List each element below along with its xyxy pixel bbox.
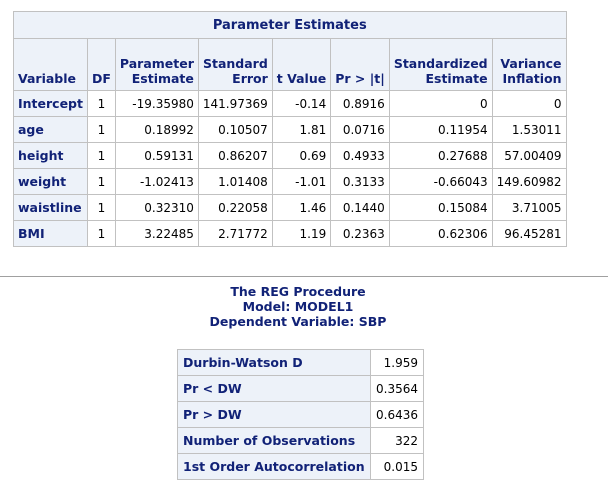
row-variable-label: age [13, 116, 88, 143]
cell-stderr: 141.97369 [197, 90, 273, 117]
cell-t-value: 1.19 [271, 220, 332, 247]
cell-t-value: 0.69 [271, 142, 332, 169]
cell-df: 1 [86, 116, 116, 143]
row-variable-label: height [13, 142, 88, 169]
cell-p-value: 0.3133 [330, 168, 390, 195]
cell-df: 1 [86, 90, 116, 117]
dw-value: 0.6436 [370, 401, 424, 428]
model-label: Model: MODEL1 [242, 299, 354, 314]
cell-vif: 3.71005 [491, 194, 567, 221]
cell-t-value: -0.14 [271, 90, 332, 117]
col-header-standardized-estimate: Standardized Estimate [388, 38, 493, 91]
procedure-title: The REG Procedure [230, 284, 366, 299]
procedure-title-block: The REG Procedure Model: MODEL1 Dependen… [0, 284, 596, 329]
parameter-estimates-table: Parameter Estimates Variable DF Paramete… [13, 11, 567, 247]
cell-df: 1 [86, 220, 116, 247]
cell-df: 1 [86, 194, 116, 221]
cell-stderr: 2.71772 [197, 220, 273, 247]
cell-df: 1 [86, 142, 116, 169]
cell-vif: 149.60982 [491, 168, 567, 195]
cell-t-value: 1.81 [271, 116, 332, 143]
durbin-watson-table: Durbin-Watson D 1.959 Pr < DW 0.3564 Pr … [177, 349, 424, 480]
dw-label: Pr > DW [177, 401, 371, 428]
cell-estimate: -19.35980 [114, 90, 199, 117]
dw-value: 322 [370, 427, 424, 454]
table-row: Durbin-Watson D 1.959 [177, 349, 424, 376]
row-variable-label: weight [13, 168, 88, 195]
row-variable-label: Intercept [13, 90, 88, 117]
table-row: weight 1 -1.02413 1.01408 -1.01 0.3133 -… [13, 168, 567, 195]
cell-t-value: 1.46 [271, 194, 332, 221]
cell-estimate: 3.22485 [114, 220, 199, 247]
dw-label: Pr < DW [177, 375, 371, 402]
cell-vif: 1.53011 [491, 116, 567, 143]
cell-p-value: 0.2363 [330, 220, 390, 247]
table-row: Pr > DW 0.6436 [177, 401, 424, 428]
col-header-standard-error: Standard Error [197, 38, 273, 91]
dw-value: 0.3564 [370, 375, 424, 402]
cell-p-value: 0.8916 [330, 90, 390, 117]
section-divider [0, 276, 608, 277]
cell-std-estimate: 0.15084 [388, 194, 493, 221]
cell-vif: 57.00409 [491, 142, 567, 169]
col-header-parameter-estimate: Parameter Estimate [114, 38, 199, 91]
row-variable-label: waistline [13, 194, 88, 221]
cell-std-estimate: 0.27688 [388, 142, 493, 169]
col-header-variable: Variable [13, 38, 88, 91]
cell-std-estimate: 0 [388, 90, 493, 117]
cell-stderr: 0.86207 [197, 142, 273, 169]
table-row: Pr < DW 0.3564 [177, 375, 424, 402]
dw-value: 0.015 [370, 453, 424, 480]
table-row: height 1 0.59131 0.86207 0.69 0.4933 0.2… [13, 142, 567, 169]
cell-vif: 0 [491, 90, 567, 117]
cell-p-value: 0.4933 [330, 142, 390, 169]
dw-label: Number of Observations [177, 427, 371, 454]
table-row: BMI 1 3.22485 2.71772 1.19 0.2363 0.6230… [13, 220, 567, 247]
cell-stderr: 1.01408 [197, 168, 273, 195]
cell-estimate: 0.18992 [114, 116, 199, 143]
table-title: Parameter Estimates [13, 11, 567, 39]
table-row: Number of Observations 322 [177, 427, 424, 454]
dw-label: Durbin-Watson D [177, 349, 371, 376]
table-row: age 1 0.18992 0.10507 1.81 0.0716 0.1195… [13, 116, 567, 143]
cell-std-estimate: -0.66043 [388, 168, 493, 195]
cell-p-value: 0.0716 [330, 116, 390, 143]
table-row: 1st Order Autocorrelation 0.015 [177, 453, 424, 480]
dw-value: 1.959 [370, 349, 424, 376]
col-header-t-value: t Value [271, 38, 332, 91]
row-variable-label: BMI [13, 220, 88, 247]
cell-vif: 96.45281 [491, 220, 567, 247]
cell-estimate: 0.59131 [114, 142, 199, 169]
dependent-variable-label: Dependent Variable: SBP [209, 314, 387, 329]
dw-label: 1st Order Autocorrelation [177, 453, 371, 480]
table-row: waistline 1 0.32310 0.22058 1.46 0.1440 … [13, 194, 567, 221]
col-header-pr-t: Pr > |t| [330, 38, 390, 91]
cell-p-value: 0.1440 [330, 194, 390, 221]
cell-t-value: -1.01 [271, 168, 332, 195]
cell-estimate: 0.32310 [114, 194, 199, 221]
cell-estimate: -1.02413 [114, 168, 199, 195]
table-row: Intercept 1 -19.35980 141.97369 -0.14 0.… [13, 90, 567, 117]
col-header-df: DF [86, 38, 116, 91]
cell-std-estimate: 0.62306 [388, 220, 493, 247]
col-header-variance-inflation: Variance Inflation [491, 38, 567, 91]
cell-stderr: 0.22058 [197, 194, 273, 221]
cell-stderr: 0.10507 [197, 116, 273, 143]
cell-df: 1 [86, 168, 116, 195]
cell-std-estimate: 0.11954 [388, 116, 493, 143]
